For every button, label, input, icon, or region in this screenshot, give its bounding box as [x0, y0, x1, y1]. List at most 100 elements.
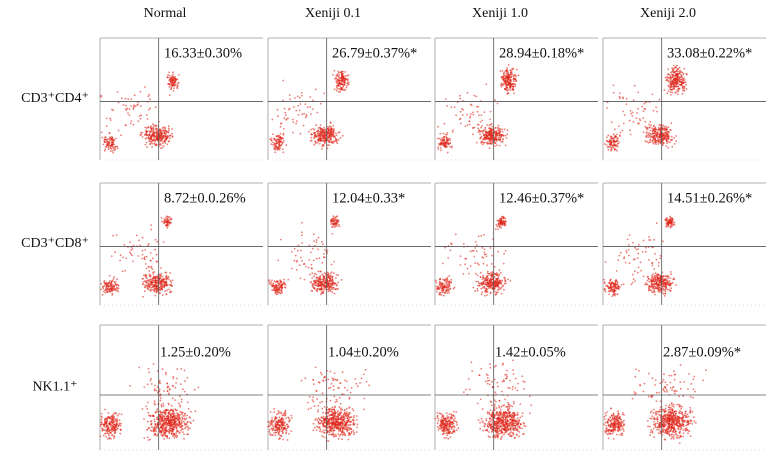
event-dot — [311, 284, 314, 287]
event-dot — [499, 218, 502, 220]
event-dot — [468, 120, 471, 123]
event-dot — [610, 283, 612, 286]
event-dot — [513, 74, 516, 77]
event-dot — [475, 241, 477, 243]
event-dot — [160, 404, 163, 407]
event-dot — [448, 289, 450, 292]
event-dot — [483, 111, 486, 113]
event-dot — [653, 132, 655, 135]
event-dot — [610, 281, 613, 283]
event-dot — [625, 103, 628, 105]
event-dot — [167, 424, 169, 426]
event-dot — [480, 287, 483, 290]
event-dot — [670, 221, 672, 224]
event-dot — [658, 124, 661, 127]
event-dot — [301, 94, 303, 97]
event-dot — [114, 148, 117, 151]
event-dot — [667, 68, 669, 71]
event-dot — [671, 220, 674, 223]
event-dot — [152, 126, 154, 129]
event-dot — [122, 256, 124, 259]
dot-plot — [267, 37, 431, 161]
event-dot — [149, 131, 151, 134]
event-dot — [275, 138, 278, 141]
event-dot — [100, 421, 103, 424]
event-dot — [483, 285, 485, 288]
event-dot — [658, 140, 660, 143]
event-dot — [327, 139, 330, 142]
event-dot — [111, 144, 113, 147]
event-dot — [664, 278, 667, 281]
event-dot — [449, 249, 452, 252]
event-dot — [336, 283, 338, 286]
event-dot — [648, 285, 650, 287]
event-dot — [505, 79, 508, 82]
event-dot — [165, 215, 168, 218]
event-dot — [491, 125, 494, 128]
event-dot — [103, 425, 105, 428]
event-dot — [333, 260, 335, 263]
event-dot — [493, 99, 496, 102]
event-dot — [300, 234, 303, 237]
event-dot — [614, 280, 617, 283]
event-dot — [503, 252, 505, 255]
event-dot — [167, 411, 170, 414]
event-dot — [659, 135, 661, 138]
event-dot — [440, 289, 443, 292]
event-dot — [183, 417, 186, 420]
event-dot — [496, 133, 499, 136]
event-dot — [615, 287, 618, 289]
event-dot — [503, 282, 506, 285]
event-dot — [661, 127, 664, 130]
event-dot — [330, 271, 333, 274]
event-dot — [321, 290, 323, 293]
event-dot — [676, 64, 678, 67]
event-dot — [139, 118, 142, 120]
event-dot — [100, 131, 103, 134]
event-dot — [686, 73, 688, 76]
event-dot — [471, 133, 474, 136]
event-dot — [681, 72, 684, 74]
event-dot — [110, 416, 112, 418]
event-dot — [513, 92, 515, 95]
event-dot — [114, 137, 117, 140]
event-dot — [435, 285, 438, 288]
percentage-label: 12.46±0.37%* — [499, 190, 584, 206]
event-dot — [151, 146, 154, 148]
event-dot — [322, 278, 325, 281]
event-dot — [335, 86, 338, 89]
event-dot — [667, 220, 670, 223]
event-dot — [649, 285, 652, 288]
event-dot — [441, 262, 444, 265]
event-dot — [507, 76, 510, 79]
event-dot — [472, 286, 475, 289]
event-dot — [112, 278, 115, 280]
event-dot — [166, 289, 169, 292]
event-dot — [675, 140, 678, 143]
event-dot — [615, 133, 618, 136]
event-dot — [446, 151, 449, 154]
event-dot — [486, 276, 489, 278]
event-dot — [474, 272, 477, 275]
event-dot — [168, 437, 171, 440]
event-dot — [669, 283, 672, 286]
event-dot — [308, 244, 311, 247]
event-dot — [280, 144, 283, 147]
event-dot — [667, 85, 670, 88]
event-dot — [120, 413, 123, 416]
event-dot — [103, 423, 106, 426]
event-dot — [147, 242, 150, 245]
event-dot — [299, 277, 302, 280]
event-dot — [657, 137, 659, 140]
event-dot — [155, 426, 158, 429]
event-dot — [322, 285, 325, 288]
event-dot — [347, 78, 349, 81]
event-dot — [150, 129, 153, 132]
event-dot — [301, 259, 303, 262]
event-dot — [178, 415, 180, 418]
event-dot — [454, 233, 457, 236]
event-dot — [279, 125, 282, 128]
event-dot — [674, 85, 677, 87]
event-dot — [187, 407, 190, 410]
event-dot — [662, 292, 665, 295]
